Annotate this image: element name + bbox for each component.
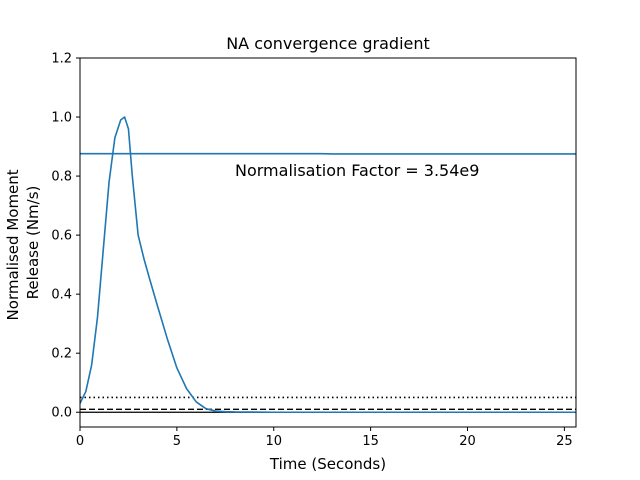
y-axis-label: Normalised Moment Release (Nm/s) bbox=[4, 165, 42, 321]
normalisation-annotation: Normalisation Factor = 3.54e9 bbox=[235, 161, 479, 180]
y-tick-label: 0.4 bbox=[51, 288, 72, 303]
x-tick-label: 20 bbox=[459, 434, 476, 449]
y-tick-label: 0.8 bbox=[51, 170, 72, 185]
y-tick-label: 0.6 bbox=[51, 229, 72, 244]
x-tick-label: 25 bbox=[556, 434, 573, 449]
series-line-1 bbox=[79, 116, 576, 414]
plot-layer bbox=[79, 116, 576, 414]
x-tick-label: 5 bbox=[173, 434, 181, 449]
x-axis: 0 5 10 15 20 25 bbox=[76, 427, 573, 449]
y-tick-label: 1.0 bbox=[51, 111, 72, 126]
x-tick-label: 15 bbox=[362, 434, 379, 449]
chart-title: NA convergence gradient bbox=[226, 34, 430, 53]
x-axis-label: Time (Seconds) bbox=[269, 455, 386, 473]
y-axis-label-line-2: Release (Nm/s) bbox=[24, 186, 42, 300]
y-axis-label-line-1: Normalised Moment bbox=[4, 169, 22, 320]
x-tick-label: 10 bbox=[265, 434, 282, 449]
y-tick-label: 0.0 bbox=[51, 406, 72, 421]
plot-frame bbox=[79, 57, 577, 428]
y-tick-label: 1.2 bbox=[51, 52, 72, 67]
y-axis: 0.0 0.2 0.4 0.6 0.8 1.0 1.2 bbox=[51, 52, 80, 421]
x-tick-label: 0 bbox=[76, 434, 84, 449]
y-tick-label: 0.2 bbox=[51, 347, 72, 362]
